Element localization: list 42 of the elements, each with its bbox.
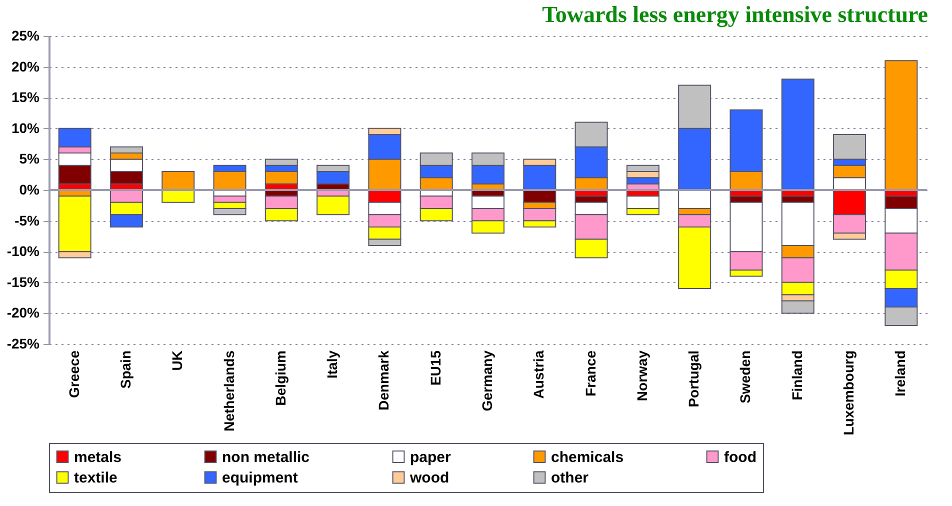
y-tick-label: 15% [11,89,40,106]
x-tick-label: Greece [66,350,82,398]
x-tick-label: UK [169,350,186,371]
x-tick-label: Norway [634,350,650,402]
bar [884,60,918,190]
y-tick-label: 5% [19,150,40,167]
legend-label: metals [74,448,122,466]
y-tick-label: 20% [11,58,40,74]
x-tick-label: Italy [324,350,340,379]
chart-title: Towards less energy intensive structure [542,2,928,28]
legend-label: textile [74,470,118,486]
legend-label: other [551,470,589,486]
x-tick-label: Netherlands [220,350,237,432]
legend-label: paper [410,448,452,466]
x-tick-label: Ireland [892,350,908,396]
x-tick-label: EU15 [427,350,444,386]
y-tick-label: -5% [14,212,40,228]
x-tick-label: Austria [530,350,547,399]
x-tick-label: Sweden [737,350,754,404]
legend-label: chemicals [551,448,624,466]
x-tick-label: Portugal [686,350,702,408]
x-tick-label: Denmark [376,350,392,410]
x-tick-label: Luxembourg [840,350,857,436]
y-tick-label: -25% [6,336,40,352]
y-tick-label: 10% [11,120,40,136]
legend-label: non metallic [222,448,310,466]
y-tick-label: 25% [11,28,40,44]
bar [162,171,195,190]
y-tick-label: -20% [6,304,40,321]
x-tick-label: France [582,350,598,396]
legend-label: wood [409,470,450,486]
y-tick-label: -15% [6,274,40,290]
x-tick-label: Finland [788,350,805,400]
legend-label: equipment [222,470,298,486]
y-tick-label: -10% [6,243,40,260]
x-tick-label: Belgium [272,350,288,406]
bar [162,190,195,203]
x-tick-label: Germany [479,350,495,412]
x-tick-label: Spain [117,350,134,389]
legend-label: food [724,448,756,466]
bar [781,78,814,190]
y-tick-label: 0% [19,182,40,198]
